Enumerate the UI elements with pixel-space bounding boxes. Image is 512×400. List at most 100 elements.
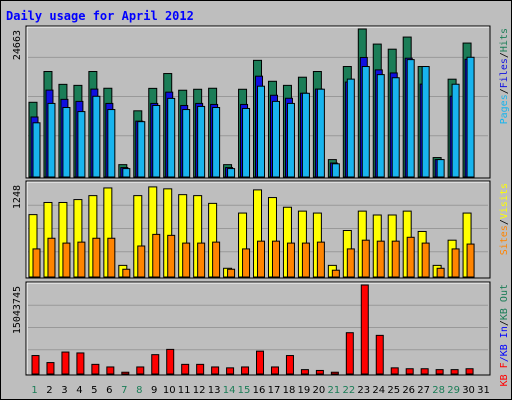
- y-max-label: 24663: [12, 30, 23, 60]
- day-label: 24: [372, 385, 385, 396]
- bar-pages: [197, 105, 206, 178]
- day-label: 25: [387, 385, 400, 396]
- day-label: 6: [106, 385, 112, 396]
- bar-pages: [301, 92, 310, 178]
- bar-pages: [242, 107, 251, 178]
- bar-sites: [242, 248, 251, 278]
- bar-pages: [77, 111, 86, 178]
- bar-kbf: [31, 355, 40, 375]
- bar-pages: [451, 83, 460, 178]
- day-label: 8: [136, 385, 142, 396]
- bar-pages: [406, 59, 415, 178]
- bar-kbf: [91, 363, 100, 375]
- legend-entry: Pages: [499, 94, 510, 124]
- day-label: 7: [121, 385, 127, 396]
- bar-sites: [451, 248, 460, 278]
- bar-pages: [361, 66, 370, 178]
- day-label: 31: [477, 385, 490, 396]
- bar-pages: [32, 122, 41, 178]
- day-label: 15: [238, 385, 251, 396]
- bar-kbf: [151, 354, 160, 375]
- bar-kbf: [256, 350, 265, 375]
- bar-pages: [62, 107, 71, 178]
- bar-sites: [107, 237, 116, 278]
- day-label: 18: [283, 385, 296, 396]
- bar-kbf: [226, 367, 235, 375]
- day-label: 20: [313, 385, 326, 396]
- bar-sites: [271, 240, 280, 278]
- bar-sites: [212, 241, 221, 278]
- bar-sites: [361, 239, 370, 278]
- bar-pages: [212, 107, 221, 178]
- legend-entry: /: [499, 320, 510, 326]
- bar-sites: [227, 268, 236, 278]
- bar-sites: [466, 243, 475, 278]
- day-label: 10: [163, 385, 176, 396]
- day-label: 9: [151, 385, 157, 396]
- legend-entry: /: [499, 219, 510, 225]
- bar-kbf: [300, 369, 309, 375]
- bar-kbf: [285, 355, 294, 375]
- day-label: 29: [447, 385, 460, 396]
- day-label: 12: [193, 385, 206, 396]
- day-label: 3: [61, 385, 67, 396]
- day-label: 4: [76, 385, 82, 396]
- y-max-label: 15043745: [12, 286, 23, 334]
- bar-kbf: [450, 369, 459, 375]
- day-label: 27: [417, 385, 430, 396]
- bar-sites: [182, 242, 191, 278]
- bar-sites: [406, 236, 415, 278]
- bar-sites: [376, 240, 385, 278]
- bar-kbf: [106, 366, 115, 375]
- bar-pages: [271, 100, 280, 178]
- bar-sites: [316, 241, 325, 278]
- bar-sites: [331, 269, 340, 278]
- bar-pages: [167, 97, 176, 178]
- bar-kbf: [420, 368, 429, 375]
- day-label: 17: [268, 385, 281, 396]
- legend-hits: Pages/Files/Hits: [499, 28, 510, 124]
- legend-entry: KB Out: [499, 284, 510, 320]
- bar-kbf: [465, 368, 474, 375]
- day-label: 26: [402, 385, 415, 396]
- bar-kbf: [61, 351, 70, 375]
- bar-pages: [346, 78, 355, 178]
- bar-pages: [137, 121, 146, 178]
- bar-pages: [391, 77, 400, 178]
- bar-pages: [466, 56, 475, 178]
- bar-sites: [137, 245, 146, 278]
- bar-kbf: [405, 368, 414, 375]
- bar-kbf: [241, 366, 250, 375]
- bar-sites: [47, 237, 56, 278]
- day-label: 23: [357, 385, 370, 396]
- legend-entry: KB In: [499, 326, 510, 356]
- bar-kbf: [136, 366, 145, 375]
- bar-pages: [152, 104, 161, 178]
- bar-kbf: [76, 352, 85, 375]
- bar-pages: [107, 109, 116, 178]
- day-label: 2: [46, 385, 52, 396]
- bar-pages: [257, 85, 266, 178]
- bar-pages: [227, 168, 236, 178]
- legend-entry: Visits: [499, 183, 510, 219]
- day-label: 11: [178, 385, 191, 396]
- bar-sites: [152, 233, 161, 278]
- bar-pages: [316, 88, 325, 178]
- day-label: 13: [208, 385, 221, 396]
- bar-kbf: [315, 369, 324, 375]
- bar-kbf: [435, 369, 444, 375]
- bar-pages: [376, 74, 385, 178]
- legend-visits: Sites/Visits: [499, 183, 510, 255]
- legend-entry: /: [499, 52, 510, 58]
- day-label: 30: [462, 385, 475, 396]
- y-max-label: 1248: [12, 185, 23, 209]
- legend-kbf: KB F/KB In/KB Out: [499, 284, 510, 386]
- bar-sites: [301, 242, 310, 278]
- bar-sites: [92, 237, 101, 278]
- bar-kbf: [181, 363, 190, 375]
- legend-entry: /: [499, 88, 510, 94]
- day-label: 28: [432, 385, 445, 396]
- bar-kbf: [270, 366, 279, 375]
